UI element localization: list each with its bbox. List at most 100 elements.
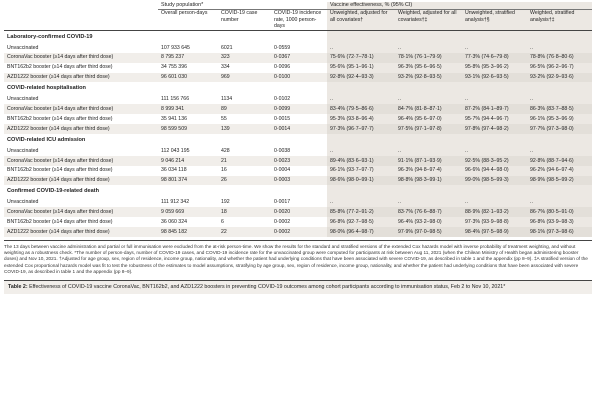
table-cell: 0·0096 <box>274 64 291 71</box>
table-cell: 96·5% (96·2–96·7) <box>527 62 593 73</box>
table-cell: .. <box>462 94 528 105</box>
table-row: BNT162b2 booster (≥14 days after third d… <box>4 217 593 228</box>
table-cell: 88·9% (82·1–93·2) <box>462 207 528 218</box>
table-cell: 18 <box>218 207 271 218</box>
table-row: CoronaVac booster (≥14 days after third … <box>4 52 593 63</box>
table-cell: 26 <box>218 175 271 186</box>
row-label: BNT162b2 booster (≥14 days after third d… <box>7 218 113 225</box>
table-cell: 0·0002 <box>271 227 328 237</box>
table-cell: 0·0017 <box>274 199 291 206</box>
section-header-row: Laboratory-confirmed COVID-19 <box>4 29 593 44</box>
table-cell: 85·8% (77·2–91·2) <box>327 207 396 218</box>
table-cell: 969 <box>218 72 271 83</box>
row-label: CoronaVac booster (≥14 days after third … <box>4 52 158 63</box>
table-cell: 98 845 182 <box>158 227 218 237</box>
table-cell: 0·0023 <box>271 155 328 166</box>
table-cell: .. <box>327 197 396 208</box>
table-cell: 96·4% (95·6–97·0) <box>395 114 463 125</box>
table-cell: 78·8% (76·8–80·6) <box>527 52 593 63</box>
table-row: BNT162b2 booster (≥14 days after third d… <box>4 165 593 176</box>
table-cell: 98·4% (97·5–98·9) <box>462 227 528 237</box>
table-cell: 97·9% (97·0–98·5) <box>395 227 463 237</box>
table-cell: .. <box>327 94 396 105</box>
table-cell: 98·0% (96·4–98·7) <box>327 227 396 237</box>
table-cell: 92·8% (88·7–94·6) <box>527 155 593 166</box>
table-cell: 89·4% (83·6–93·1) <box>327 155 396 166</box>
table-cell: 6021 <box>221 44 233 51</box>
table-cell: .. <box>527 146 593 156</box>
table-cell: .. <box>327 43 396 53</box>
table-cell: .. <box>395 197 463 208</box>
table-cell: .. <box>327 146 396 156</box>
table-cell: 97·3% (96·7–97·7) <box>327 124 396 134</box>
section-header-row: Confirmed COVID-19-related death <box>4 185 593 198</box>
table-cell: .. <box>462 43 528 53</box>
row-label: Unvaccinated <box>7 44 39 51</box>
table-cell: 0·0367 <box>271 52 328 63</box>
table-cell: 84·7% (81·8–87·1) <box>395 104 463 115</box>
table-cell: .. <box>527 94 593 105</box>
table-cell: 83·4% (79·5–86·6) <box>327 104 396 115</box>
table-cell: 97·7% (97·3–98·0) <box>527 124 593 134</box>
table-cell: 112 043 195 <box>161 147 190 154</box>
table-cell: 107 933 645 <box>161 44 190 51</box>
table-cell: 55 <box>221 115 227 122</box>
table-cell: 0·0014 <box>271 124 328 134</box>
row-label: Unvaccinated <box>7 96 39 103</box>
table-cell: 86·3% (83·7–88·5) <box>527 104 593 115</box>
table-cell: 8 999 341 <box>158 104 218 115</box>
row-label: AZD1222 booster (≥14 days after third do… <box>4 124 158 134</box>
table-cell: 89 <box>218 104 271 115</box>
table-cell: 95·8% (95·3–96·2) <box>462 62 528 73</box>
table-row: CoronaVac booster (≥14 days after third … <box>4 207 593 218</box>
table-cell: 0·0102 <box>274 96 291 103</box>
table-row: AZD1222 booster (≥14 days after third do… <box>4 227 593 237</box>
table-cell: .. <box>462 146 528 156</box>
table-row: AZD1222 booster (≥14 days after third do… <box>4 124 593 134</box>
section-title: COVID-related ICU admission <box>4 133 328 147</box>
row-label: CoronaVac booster (≥14 days after third … <box>4 207 158 218</box>
table-cell: 36 060 324 <box>161 218 187 225</box>
row-label: AZD1222 booster (≥14 days after third do… <box>4 175 158 186</box>
table-cell: 96·8% (93·9–98·3) <box>527 217 593 228</box>
table-row: Unvaccinated 111 156 766 1134 0·0102.......… <box>4 94 593 105</box>
table-cell: 95·6% (95·1–96·1) <box>327 62 396 73</box>
column-header: COVID-19 incidence rate, 1000 person-day… <box>271 9 328 31</box>
table-body: Laboratory-confirmed COVID-19 Unvaccinate… <box>4 29 593 237</box>
study-population-header: Study population* <box>158 2 328 10</box>
table-cell: 97·8% (97·4–98·2) <box>462 124 528 134</box>
section-header-row: COVID-related hospitalisation <box>4 82 593 95</box>
table-cell: 83·7% (76·6–88·7) <box>395 207 463 218</box>
table-cell: .. <box>395 146 463 156</box>
table-cell: 93·2% (92·9–93·6) <box>527 72 593 83</box>
table-caption: Table 2: Effectiveness of COVID-19 vacci… <box>4 280 592 295</box>
section-title: COVID-related hospitalisation <box>4 82 328 95</box>
table-cell: 98·9% (98·5–99·2) <box>527 175 593 186</box>
table-cell: 323 <box>218 52 271 63</box>
table-cell: 0·0004 <box>274 167 291 174</box>
table-cell: 87·2% (84·1–89·7) <box>462 104 528 115</box>
table-cell: .. <box>527 197 593 208</box>
column-header: Unweighted, stratified analysis†§ <box>462 9 528 31</box>
table-cell: 111 156 766 <box>161 96 190 103</box>
column-header: Overall person-days <box>158 9 218 31</box>
table-cell: 16 <box>221 167 227 174</box>
table-cell: 95·7% (94·4–96·7) <box>462 114 528 125</box>
column-header: COVID-19 case number <box>218 9 271 31</box>
effectiveness-table: Study population* Vaccine effectiveness,… <box>4 2 593 237</box>
column-header-row: Overall person-days COVID-19 case number… <box>4 9 593 31</box>
table-cell: 78·1% (76·1–79·9) <box>395 52 463 63</box>
table-cell: 96·2% (94·6–97·4) <box>527 165 593 176</box>
table-row: AZD1222 booster (≥14 days after third do… <box>4 175 593 186</box>
section-title: Laboratory-confirmed COVID-19 <box>4 29 328 44</box>
table-cell: 0·0003 <box>271 175 328 186</box>
table-cell: 96·1% (95·3–96·9) <box>527 114 593 125</box>
row-label: AZD1222 booster (≥14 days after third do… <box>4 72 158 83</box>
vaccine-effectiveness-header: Vaccine effectiveness, % (95% CI) <box>327 2 593 10</box>
table-cell: 96·4% (93·2–98·0) <box>395 217 463 228</box>
table-cell: 96·8% (92·7–98·5) <box>327 217 396 228</box>
table-row: AZD1222 booster (≥14 days after third do… <box>4 72 593 83</box>
caption-label: Table 2: <box>8 284 28 291</box>
table-cell: 111 912 342 <box>161 199 190 206</box>
table-cell: 192 <box>221 199 230 206</box>
